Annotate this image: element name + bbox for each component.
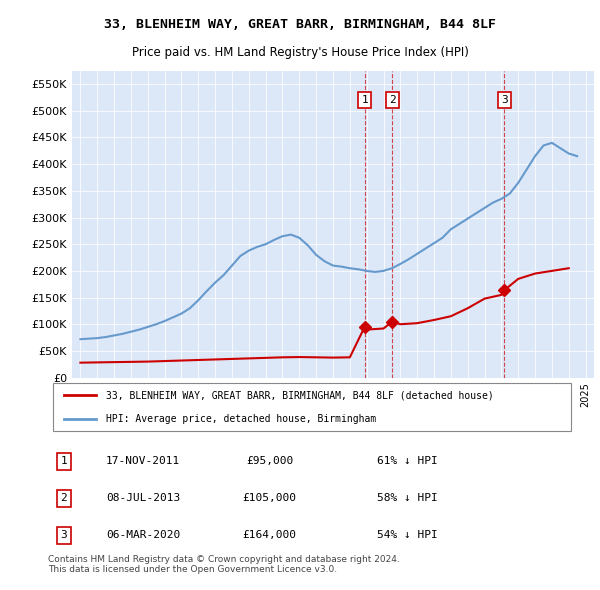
Text: 1: 1 <box>61 456 67 466</box>
Text: 33, BLENHEIM WAY, GREAT BARR, BIRMINGHAM, B44 8LF: 33, BLENHEIM WAY, GREAT BARR, BIRMINGHAM… <box>104 18 496 31</box>
Text: 06-MAR-2020: 06-MAR-2020 <box>106 530 180 540</box>
Text: £105,000: £105,000 <box>243 493 297 503</box>
Text: £95,000: £95,000 <box>246 456 293 466</box>
Text: 2: 2 <box>389 95 395 105</box>
Text: £164,000: £164,000 <box>243 530 297 540</box>
Text: 3: 3 <box>501 95 508 105</box>
Text: 61% ↓ HPI: 61% ↓ HPI <box>377 456 437 466</box>
Text: 54% ↓ HPI: 54% ↓ HPI <box>377 530 437 540</box>
FancyBboxPatch shape <box>53 384 571 431</box>
Text: HPI: Average price, detached house, Birmingham: HPI: Average price, detached house, Birm… <box>106 414 376 424</box>
Text: 1: 1 <box>361 95 368 105</box>
Text: 33, BLENHEIM WAY, GREAT BARR, BIRMINGHAM, B44 8LF (detached house): 33, BLENHEIM WAY, GREAT BARR, BIRMINGHAM… <box>106 391 494 401</box>
Text: 17-NOV-2011: 17-NOV-2011 <box>106 456 180 466</box>
Text: 3: 3 <box>61 530 67 540</box>
Text: Contains HM Land Registry data © Crown copyright and database right 2024.
This d: Contains HM Land Registry data © Crown c… <box>48 555 400 574</box>
Text: 58% ↓ HPI: 58% ↓ HPI <box>377 493 437 503</box>
Text: Price paid vs. HM Land Registry's House Price Index (HPI): Price paid vs. HM Land Registry's House … <box>131 46 469 59</box>
Text: 2: 2 <box>61 493 67 503</box>
Text: 08-JUL-2013: 08-JUL-2013 <box>106 493 180 503</box>
